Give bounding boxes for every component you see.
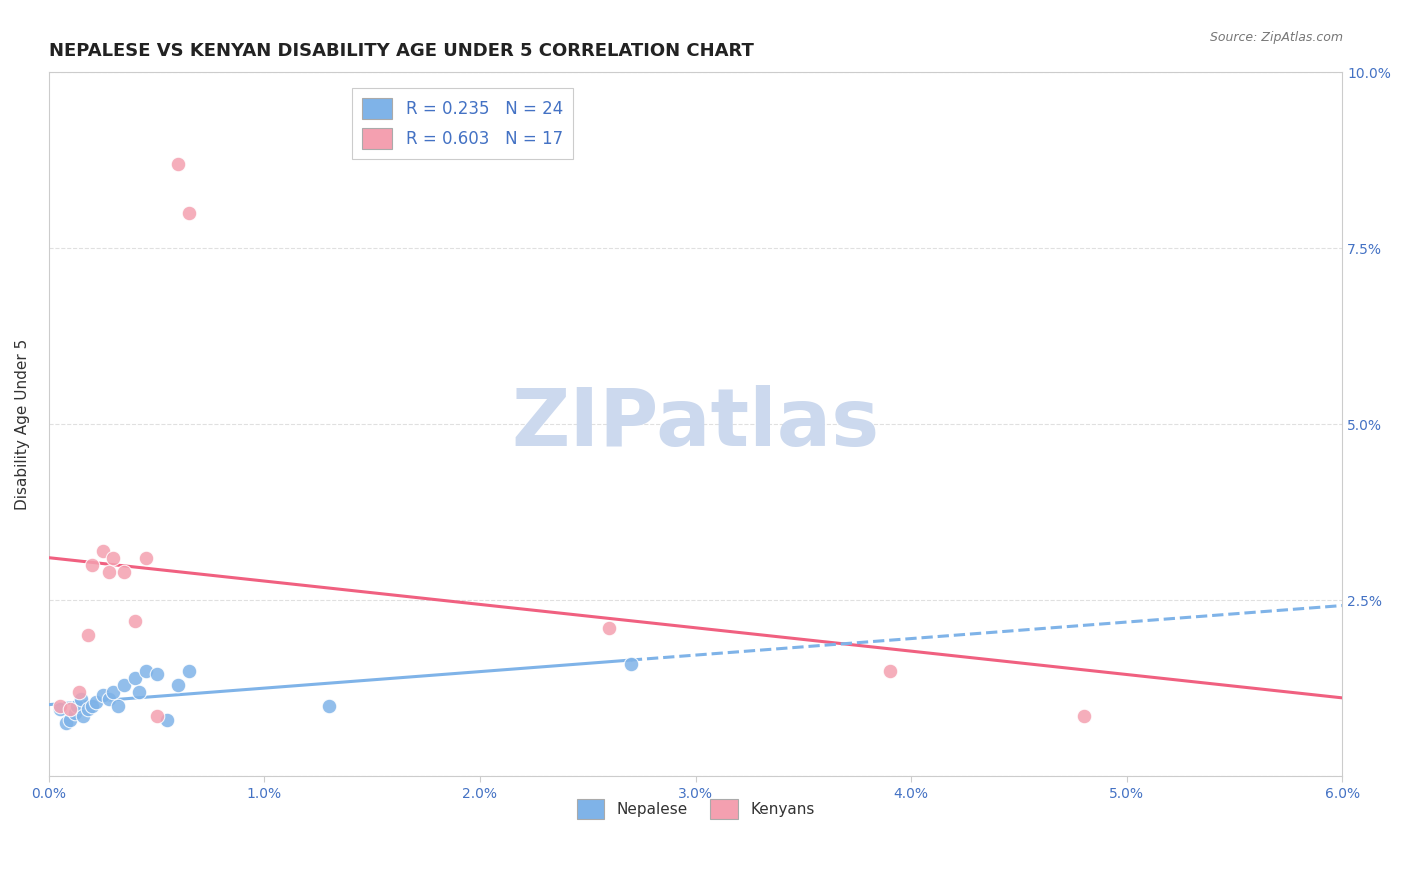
Point <box>107 698 129 713</box>
Point <box>59 713 82 727</box>
Text: NEPALESE VS KENYAN DISABILITY AGE UNDER 5 CORRELATION CHART: NEPALESE VS KENYAN DISABILITY AGE UNDER … <box>49 42 754 60</box>
Point <box>1073 709 1095 723</box>
Point <box>66 698 89 713</box>
Point <box>91 544 114 558</box>
Point <box>103 684 125 698</box>
Point <box>135 664 157 678</box>
Point <box>112 678 135 692</box>
Point <box>63 706 86 720</box>
Point <box>91 688 114 702</box>
Y-axis label: Disability Age Under 5: Disability Age Under 5 <box>15 339 30 510</box>
Point <box>112 565 135 579</box>
Point <box>55 716 77 731</box>
Point <box>103 551 125 566</box>
Point <box>48 698 70 713</box>
Point <box>128 684 150 698</box>
Point <box>80 698 103 713</box>
Point <box>72 709 94 723</box>
Legend: Nepalese, Kenyans: Nepalese, Kenyans <box>571 793 821 825</box>
Text: Source: ZipAtlas.com: Source: ZipAtlas.com <box>1209 31 1343 45</box>
Point <box>98 565 121 579</box>
Text: ZIPatlas: ZIPatlas <box>512 385 880 463</box>
Point <box>67 684 90 698</box>
Point <box>70 691 93 706</box>
Point <box>48 702 70 716</box>
Point <box>76 628 98 642</box>
Point <box>124 671 146 685</box>
Point <box>124 615 146 629</box>
Point <box>84 695 107 709</box>
Point <box>156 713 179 727</box>
Point <box>167 678 190 692</box>
Point <box>98 691 121 706</box>
Point <box>177 206 200 220</box>
Point <box>145 709 167 723</box>
Point <box>167 157 190 171</box>
Point <box>879 664 901 678</box>
Point <box>145 667 167 681</box>
Point <box>76 702 98 716</box>
Point <box>318 698 340 713</box>
Point <box>177 664 200 678</box>
Point <box>59 702 82 716</box>
Point <box>598 621 620 635</box>
Point <box>135 551 157 566</box>
Point <box>80 558 103 572</box>
Point <box>620 657 643 671</box>
